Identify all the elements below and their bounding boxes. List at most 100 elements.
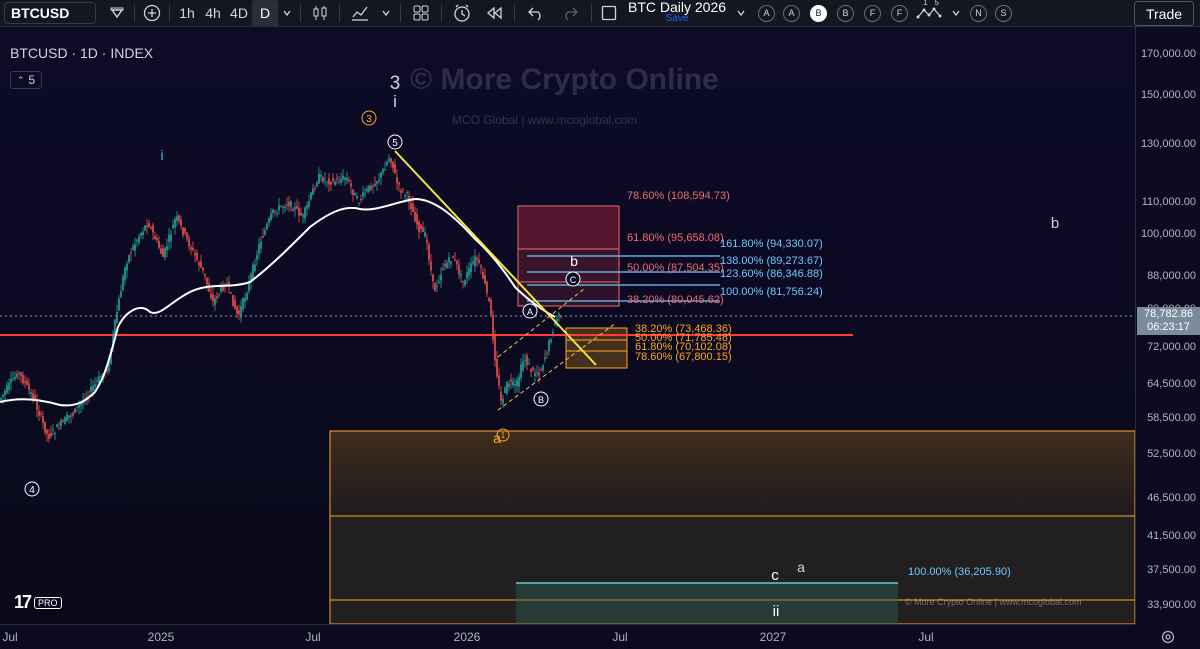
candle-body (292, 208, 294, 211)
toolbar-circle-f1[interactable]: F (864, 4, 882, 22)
candle-body (126, 263, 128, 271)
layouts-grid-icon[interactable] (405, 0, 437, 27)
candle-body (448, 257, 450, 263)
candle-body (452, 256, 454, 258)
price-axis[interactable]: 170,000.00 150,000.00 130,000.00 110,000… (1135, 27, 1200, 624)
add-symbol-icon[interactable] (139, 0, 165, 27)
layout-dropdown-icon[interactable] (730, 0, 752, 27)
candle-body (138, 236, 140, 243)
candle-body (356, 196, 358, 199)
drawing-tool-icon[interactable]: 1 5 (914, 0, 948, 27)
candle-body (50, 433, 52, 437)
candle-body (496, 358, 498, 377)
candle-body (226, 284, 228, 286)
candle-body (108, 358, 110, 371)
candle-body (112, 333, 114, 349)
fib-blue-label-4: 100.00% (81,756.24) (720, 286, 823, 298)
moving-average-line (0, 197, 556, 407)
indicators-icon[interactable] (344, 0, 376, 27)
layout-box-icon[interactable] (596, 0, 622, 27)
toolbar-circle-s[interactable]: S (995, 4, 1013, 22)
candle-body (552, 332, 554, 334)
candle-body (120, 291, 122, 298)
toolbar-circle-b1[interactable]: B (810, 4, 828, 22)
indicators-dropdown-icon[interactable] (376, 0, 396, 27)
candle-body (470, 263, 472, 273)
candle-body (444, 264, 446, 266)
candle-body (546, 352, 548, 354)
toolbar-circle-a1[interactable]: A (758, 4, 776, 22)
candle-body (92, 386, 94, 391)
replay-icon[interactable] (478, 0, 510, 27)
indicator-toggle[interactable]: ⌃ 5 (10, 71, 42, 89)
trade-button[interactable]: Trade (1134, 1, 1194, 26)
wave-1-circle-label: 1 (501, 431, 506, 440)
redo-icon[interactable] (553, 0, 587, 27)
layout-name[interactable]: BTC Daily 2026 Save (628, 0, 726, 25)
candle-body (78, 404, 80, 408)
wave-3-circle-marker (361, 110, 377, 126)
candle-body (30, 392, 32, 394)
candle-body (394, 164, 396, 174)
candle-body (400, 190, 402, 193)
candle-body (450, 261, 452, 265)
interval-4d[interactable]: 4D (230, 5, 248, 21)
drawing-tool-dropdown-icon[interactable] (948, 0, 964, 27)
layout-save-label[interactable]: Save (665, 13, 689, 24)
candle-body (542, 365, 544, 371)
candle-body (410, 202, 412, 210)
toolbar-circle-a2[interactable]: A (783, 4, 801, 22)
candle-body (520, 364, 522, 379)
candle-body (266, 223, 268, 230)
candle-body (178, 215, 180, 222)
candle-body (176, 216, 178, 221)
candle-body (482, 272, 484, 279)
price-label-58500: 58,500.00 (1147, 412, 1196, 424)
candle-body (518, 376, 520, 387)
toolbar-circle-f2[interactable]: F (891, 4, 909, 22)
tv-logo-mark: 17 (14, 592, 32, 612)
interval-d[interactable]: D (252, 0, 278, 27)
candle-body (466, 272, 468, 279)
candles-icon[interactable] (305, 0, 335, 27)
candle-body (320, 174, 322, 177)
current-price-tag: 78,782.86 06:23:17 (1137, 307, 1200, 335)
candle-body (180, 219, 182, 226)
chart-legend[interactable]: BTCUSD · 1D · INDEX (10, 45, 154, 61)
toolbar-circle-b2[interactable]: B (837, 4, 855, 22)
toolbar-circle-n[interactable]: N (970, 4, 988, 22)
chart-settings-icon[interactable] (1135, 624, 1200, 649)
interval-1h[interactable]: 1h (179, 5, 195, 21)
symbol-search[interactable]: BTCUSD (4, 2, 96, 24)
alert-clock-icon[interactable] (446, 0, 478, 27)
candle-body (142, 231, 144, 236)
time-label-jul-2024: Jul (2, 630, 18, 644)
candle-body (4, 390, 6, 396)
candle-body (442, 268, 444, 270)
candle-body (216, 296, 218, 299)
interval-dropdown-icon[interactable] (278, 0, 296, 27)
candle-body (334, 181, 336, 185)
symbol-settings-icon[interactable] (104, 0, 130, 27)
candle-body (96, 380, 98, 382)
candle-body (338, 181, 340, 183)
chart-canvas[interactable]: 3 i 3 i 5 A B C b a 1 4 b c a ii 78.60% … (0, 27, 1135, 624)
candle-body (342, 175, 344, 180)
candle-body (258, 244, 260, 254)
time-axis[interactable]: Jul 2025 Jul 2026 Jul 2027 Jul (0, 624, 1135, 649)
wave-a-target-label: a (797, 559, 805, 575)
candle-body (232, 294, 234, 307)
candle-body (172, 224, 174, 229)
interval-4h[interactable]: 4h (205, 5, 221, 21)
tradingview-logo[interactable]: 17 PRO (14, 592, 62, 613)
candle-body (186, 232, 188, 239)
candle-body (310, 192, 312, 200)
price-label-88000: 88,000.00 (1147, 270, 1196, 282)
candle-body (264, 229, 266, 235)
candle-body (494, 334, 496, 361)
undo-icon[interactable] (519, 0, 553, 27)
wave-1-circle-marker (496, 428, 510, 442)
chart-pane[interactable]: 3 i 3 i 5 A B C b a 1 4 b c a ii 78.60% … (0, 27, 1135, 624)
wave-A-label: A (527, 307, 533, 317)
fib-orange-label-4: 78.60% (67,800.15) (635, 351, 732, 363)
